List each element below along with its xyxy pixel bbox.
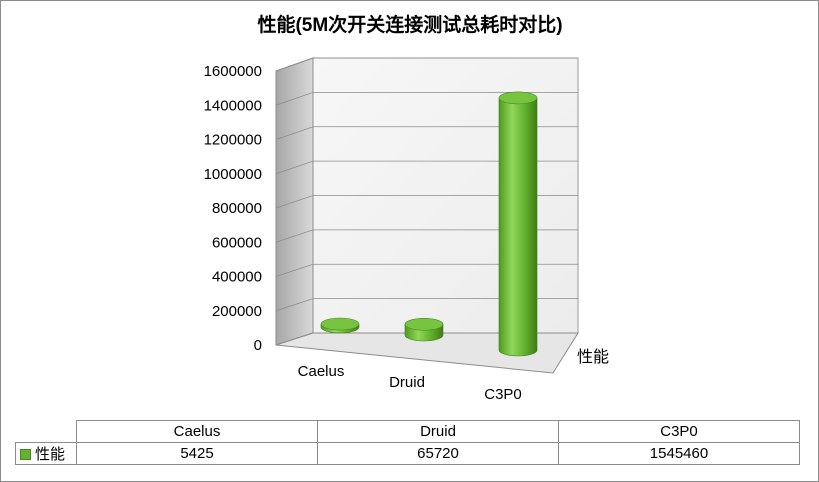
chart-title: 性能(5M次开关连接测试总耗时对比) — [257, 13, 562, 36]
bar-top — [320, 317, 360, 331]
x-tick-label: C3P0 — [484, 386, 522, 403]
table-cell: 1545460 — [558, 442, 800, 465]
table-corner — [15, 420, 77, 443]
bars — [320, 91, 538, 357]
bar-top — [404, 317, 444, 331]
data-table: Caelus Druid C3P0 性能 5425 65720 1545460 — [15, 420, 800, 465]
x-tick-label: Caelus — [298, 363, 345, 380]
y-tick-label: 1600000 — [204, 63, 262, 80]
y-tick-label: 1000000 — [204, 166, 262, 183]
gridline — [275, 195, 578, 209]
depth-axis-label: 性能 — [577, 348, 609, 366]
gridline — [275, 298, 578, 312]
y-tick-label: 1200000 — [204, 132, 262, 149]
chart-plot: 性能(5M次开关连接测试总耗时对比) 0 200000 400000 600000 80… — [204, 13, 609, 403]
y-tick-label: 1400000 — [204, 97, 262, 114]
table-row: 性能 5425 65720 1545460 — [15, 442, 800, 465]
gridline — [275, 126, 578, 140]
legend-key-icon — [20, 449, 31, 460]
x-tick-label: Druid — [389, 374, 425, 391]
gridline — [275, 263, 578, 277]
gridline — [275, 229, 578, 243]
table-header-row: Caelus Druid C3P0 — [15, 420, 800, 443]
bar — [320, 317, 360, 334]
y-tick-label: 400000 — [212, 269, 262, 286]
table-cell: 5425 — [76, 442, 318, 465]
bar-body — [498, 97, 538, 357]
bar — [404, 317, 444, 342]
table-header: Caelus — [76, 420, 318, 443]
table-header: C3P0 — [558, 420, 800, 443]
bar-top — [498, 91, 538, 105]
y-tick-label: 800000 — [212, 200, 262, 217]
table-header: Druid — [317, 420, 559, 443]
gridline — [275, 160, 578, 175]
bar — [498, 91, 538, 357]
table-row-label: 性能 — [15, 442, 77, 465]
gridline — [275, 332, 578, 346]
y-tick-label: 0 — [254, 337, 262, 354]
x-axis-ticks: Caelus Druid C3P0 — [298, 363, 522, 403]
y-tick-label: 200000 — [212, 303, 262, 320]
gridline — [275, 91, 578, 106]
y-axis-ticks: 0 200000 400000 600000 800000 1000000 1200000 1… — [204, 63, 262, 354]
gridlines — [275, 57, 578, 346]
gridline — [275, 57, 578, 72]
table-cell: 65720 — [317, 442, 559, 465]
y-tick-label: 600000 — [212, 234, 262, 251]
row-label-text: 性能 — [35, 446, 66, 463]
